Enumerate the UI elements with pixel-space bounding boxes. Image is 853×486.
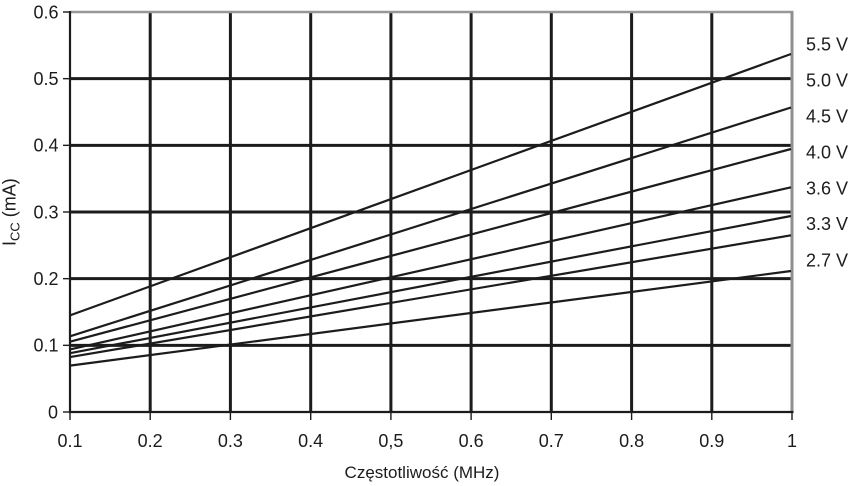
svg-text:0.8: 0.8 <box>619 431 644 451</box>
svg-text:0.4: 0.4 <box>33 136 58 156</box>
svg-text:5.5 V: 5.5 V <box>806 34 848 54</box>
svg-text:0: 0 <box>48 402 58 422</box>
svg-text:0.5: 0.5 <box>33 69 58 89</box>
svg-text:4.0 V: 4.0 V <box>806 142 848 162</box>
svg-text:1: 1 <box>787 431 797 451</box>
svg-text:0.2: 0.2 <box>138 431 163 451</box>
svg-text:0.6: 0.6 <box>33 2 58 22</box>
svg-text:3.6 V: 3.6 V <box>806 178 848 198</box>
svg-text:4.5 V: 4.5 V <box>806 106 848 126</box>
svg-text:0,5: 0,5 <box>378 431 403 451</box>
svg-text:0.4: 0.4 <box>298 431 323 451</box>
svg-text:0.1: 0.1 <box>57 431 82 451</box>
svg-text:Częstotliwość (MHz): Częstotliwość (MHz) <box>345 463 500 482</box>
svg-text:3.3 V: 3.3 V <box>806 214 848 234</box>
svg-text:0.9: 0.9 <box>699 431 724 451</box>
svg-text:0.2: 0.2 <box>33 269 58 289</box>
svg-text:0.6: 0.6 <box>459 431 484 451</box>
svg-text:5.0 V: 5.0 V <box>806 70 848 90</box>
svg-text:0.7: 0.7 <box>539 431 564 451</box>
svg-text:0.1: 0.1 <box>33 336 58 356</box>
svg-text:2.7 V: 2.7 V <box>806 251 848 271</box>
svg-text:0.3: 0.3 <box>33 202 58 222</box>
svg-text:0.3: 0.3 <box>218 431 243 451</box>
